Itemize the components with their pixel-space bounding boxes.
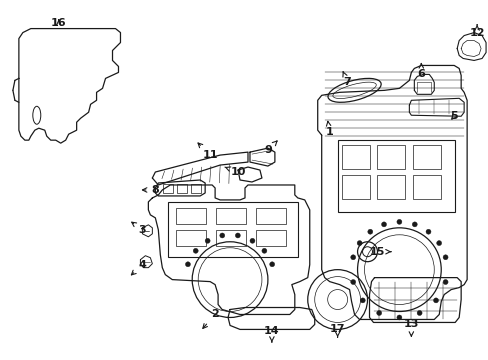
Text: 11: 11 [198,143,218,160]
Circle shape [219,233,224,238]
Circle shape [367,229,372,234]
Bar [191,184,201,193]
Circle shape [262,248,266,253]
Circle shape [425,229,430,234]
Circle shape [411,222,416,227]
Circle shape [193,248,198,253]
Bar [255,230,285,246]
Text: 3: 3 [131,222,146,235]
Text: 4: 4 [131,260,146,275]
Circle shape [416,310,421,315]
Bar [168,202,297,257]
Circle shape [396,219,401,224]
Bar [341,175,369,199]
Bar [337,140,454,212]
Text: 9: 9 [264,141,277,155]
Bar [412,145,440,169]
Circle shape [356,240,362,246]
Circle shape [269,262,274,267]
Circle shape [442,255,447,260]
Circle shape [436,240,441,246]
Bar [176,230,206,246]
Bar [216,230,245,246]
Bar [377,175,405,199]
Text: 15: 15 [369,247,390,257]
Circle shape [376,310,381,315]
Circle shape [442,279,447,284]
Circle shape [350,279,355,284]
Bar [412,175,440,199]
Circle shape [381,222,386,227]
Bar [377,145,405,169]
Circle shape [205,238,210,243]
Text: 1: 1 [325,121,333,137]
Bar [216,208,245,224]
Bar [341,145,369,169]
Bar [163,184,173,193]
Circle shape [396,315,401,320]
Circle shape [249,238,254,243]
Text: 7: 7 [342,72,351,87]
Text: 17: 17 [329,324,345,337]
Circle shape [350,255,355,260]
Circle shape [360,298,365,303]
Text: 6: 6 [417,63,425,80]
Bar [255,208,285,224]
Circle shape [433,298,438,303]
Circle shape [235,233,240,238]
Text: 13: 13 [403,319,418,336]
Text: 2: 2 [203,310,219,328]
Text: 14: 14 [264,327,279,342]
Text: 12: 12 [468,25,484,37]
Bar [176,208,206,224]
Text: 5: 5 [449,111,457,121]
Circle shape [185,262,190,267]
Text: 8: 8 [142,185,159,195]
Text: 16: 16 [51,18,66,28]
Text: 10: 10 [224,167,245,177]
Bar [177,184,187,193]
